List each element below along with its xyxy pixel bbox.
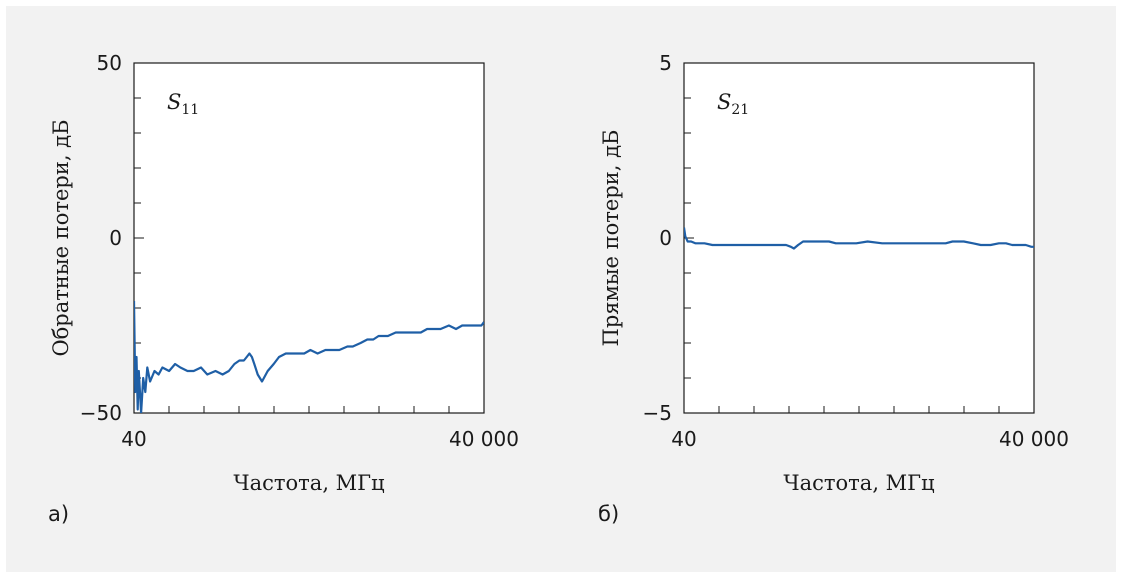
chart-panel-1: −50 0 50 40 40 000 Частота, МГц Обратные потер… xyxy=(48,51,519,526)
chart-panel-2: −5 0 5 40 40 000 Частота, МГц Прямые потери, д… xyxy=(598,51,1069,526)
series-line xyxy=(134,300,484,413)
y-axis-title: Обратные потери, дБ xyxy=(49,119,73,356)
x-tick-label: 40 xyxy=(121,427,146,451)
x-axis-title: Частота, МГц xyxy=(783,471,934,495)
x-tick-label: 40 xyxy=(671,427,696,451)
panel-label: б) xyxy=(598,502,619,526)
series-line xyxy=(684,227,1034,250)
sparameter-label: S11 xyxy=(167,90,199,118)
sparameter-label: S21 xyxy=(717,90,749,118)
y-axis-title: Прямые потери, дБ xyxy=(599,130,623,347)
y-tick-label: −5 xyxy=(643,401,672,425)
y-tick-label: 5 xyxy=(659,51,672,75)
y-tick-label: 0 xyxy=(109,226,122,250)
x-tick-label: 40 000 xyxy=(999,427,1069,451)
y-tick-label: 0 xyxy=(659,226,672,250)
x-tick-label: 40 000 xyxy=(449,427,519,451)
y-tick-label: −50 xyxy=(80,401,122,425)
x-axis-title: Частота, МГц xyxy=(233,471,384,495)
plot-area xyxy=(133,62,485,414)
panel-label: а) xyxy=(48,502,69,526)
y-tick-label: 50 xyxy=(97,51,122,75)
